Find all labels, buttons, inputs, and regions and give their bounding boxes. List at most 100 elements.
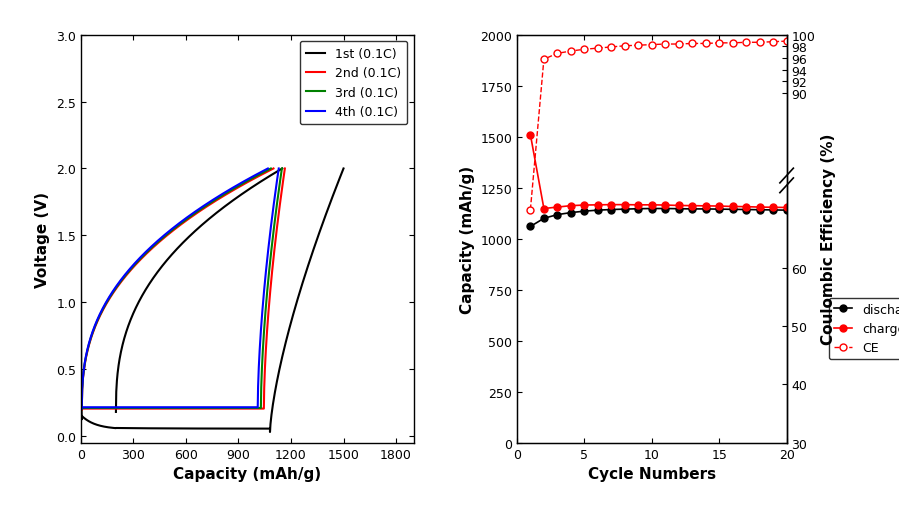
charge — [552, 205, 563, 211]
discharge — [687, 207, 698, 213]
CE — [700, 41, 711, 47]
2nd (0.1C) — [197, 406, 208, 412]
CE — [741, 40, 752, 46]
1st (0.1C) — [236, 426, 246, 432]
discharge — [633, 206, 644, 212]
discharge — [673, 206, 684, 212]
3rd (0.1C) — [276, 172, 287, 178]
Legend: discharge, charge, CE: discharge, charge, CE — [829, 298, 899, 359]
CE — [565, 49, 576, 55]
CE — [768, 40, 779, 46]
Line: charge: charge — [527, 132, 790, 213]
CE — [592, 46, 603, 52]
charge — [646, 203, 657, 209]
discharge — [539, 216, 549, 222]
discharge — [700, 207, 711, 213]
4th (0.1C) — [76, 404, 86, 410]
3rd (0.1C) — [274, 185, 285, 191]
1st (0.1C) — [218, 426, 228, 432]
discharge — [606, 207, 617, 213]
charge — [565, 203, 576, 209]
Y-axis label: Voltage (V): Voltage (V) — [35, 191, 50, 287]
2nd (0.1C) — [280, 166, 290, 172]
Line: 2nd (0.1C): 2nd (0.1C) — [81, 169, 285, 409]
CE — [660, 42, 671, 48]
Line: 3rd (0.1C): 3rd (0.1C) — [81, 169, 282, 408]
CE — [781, 39, 792, 45]
4th (0.1C) — [133, 404, 144, 410]
1st (0.1C) — [125, 425, 136, 431]
Line: 4th (0.1C): 4th (0.1C) — [81, 169, 279, 407]
Line: discharge: discharge — [527, 206, 790, 231]
CE — [727, 41, 738, 47]
CE — [754, 40, 765, 46]
2nd (0.1C) — [279, 172, 289, 178]
4th (0.1C) — [232, 404, 243, 410]
charge — [673, 203, 684, 209]
2nd (0.1C) — [277, 185, 288, 191]
discharge — [619, 207, 630, 213]
3rd (0.1C) — [134, 405, 145, 411]
4th (0.1C) — [271, 185, 281, 191]
discharge — [714, 207, 725, 213]
CE — [579, 47, 590, 53]
CE — [714, 41, 725, 47]
2nd (0.1C) — [135, 406, 146, 412]
discharge — [768, 208, 779, 214]
Line: CE: CE — [527, 39, 790, 214]
4th (0.1C) — [272, 172, 283, 178]
4th (0.1C) — [273, 166, 284, 172]
CE — [525, 207, 536, 213]
Y-axis label: Capacity (mAh/g): Capacity (mAh/g) — [459, 165, 475, 313]
CE — [687, 41, 698, 47]
3rd (0.1C) — [217, 405, 227, 411]
1st (0.1C) — [317, 222, 328, 228]
discharge — [646, 206, 657, 212]
charge — [539, 206, 549, 212]
1st (0.1C) — [166, 426, 177, 432]
1st (0.1C) — [276, 358, 287, 364]
discharge — [592, 208, 603, 214]
charge — [768, 205, 779, 211]
4th (0.1C) — [192, 404, 203, 410]
X-axis label: Capacity (mAh/g): Capacity (mAh/g) — [174, 466, 321, 481]
1st (0.1C) — [264, 429, 275, 435]
CE — [619, 44, 630, 50]
3rd (0.1C) — [277, 166, 288, 172]
CE — [539, 57, 549, 63]
CE — [673, 42, 684, 48]
charge — [781, 205, 792, 211]
charge — [525, 132, 536, 138]
charge — [754, 205, 765, 211]
3rd (0.1C) — [235, 405, 245, 411]
2nd (0.1C) — [76, 406, 86, 412]
charge — [660, 203, 671, 209]
charge — [619, 202, 630, 208]
discharge — [660, 206, 671, 212]
Legend: 1st (0.1C), 2nd (0.1C), 3rd (0.1C), 4th (0.1C): 1st (0.1C), 2nd (0.1C), 3rd (0.1C), 4th … — [300, 42, 407, 125]
discharge — [525, 224, 536, 230]
3rd (0.1C) — [76, 405, 86, 411]
charge — [700, 204, 711, 210]
CE — [646, 42, 657, 48]
Line: 1st (0.1C): 1st (0.1C) — [81, 169, 343, 432]
CE — [606, 45, 617, 51]
charge — [741, 204, 752, 210]
charge — [592, 203, 603, 209]
charge — [687, 203, 698, 209]
discharge — [741, 207, 752, 213]
4th (0.1C) — [215, 404, 226, 410]
3rd (0.1C) — [194, 405, 205, 411]
X-axis label: Cycle Numbers: Cycle Numbers — [588, 466, 716, 481]
discharge — [565, 210, 576, 216]
charge — [727, 204, 738, 210]
2nd (0.1C) — [219, 406, 230, 412]
discharge — [781, 208, 792, 214]
discharge — [754, 207, 765, 213]
discharge — [727, 207, 738, 213]
CE — [633, 43, 644, 49]
CE — [552, 51, 563, 58]
charge — [633, 203, 644, 209]
1st (0.1C) — [338, 166, 349, 172]
2nd (0.1C) — [237, 406, 248, 412]
